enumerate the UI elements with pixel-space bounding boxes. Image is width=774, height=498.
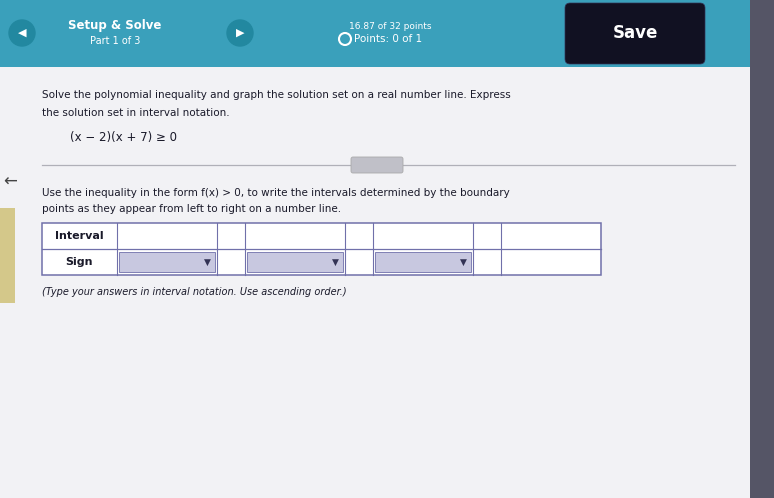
Text: Interval: Interval [55, 231, 103, 241]
FancyBboxPatch shape [565, 3, 705, 64]
Text: Part 1 of 3: Part 1 of 3 [90, 36, 140, 46]
Bar [42, 223, 601, 275]
Bar [247, 252, 343, 272]
Bar [375, 252, 471, 272]
Text: the solution set in interval notation.: the solution set in interval notation. [42, 108, 230, 118]
Text: ▼: ▼ [331, 257, 338, 266]
Text: Points: 0 of 1: Points: 0 of 1 [354, 34, 422, 44]
Text: Sign: Sign [65, 257, 93, 267]
Text: Solve the polynomial inequality and graph the solution set on a real number line: Solve the polynomial inequality and grap… [42, 90, 511, 100]
Bar [750, 0, 774, 498]
Text: (Type your answers in interval notation. Use ascending order.): (Type your answers in interval notation.… [42, 287, 347, 297]
Text: ←: ← [3, 173, 17, 191]
Circle shape [339, 33, 351, 45]
Circle shape [227, 20, 253, 46]
Text: ▶: ▶ [236, 28, 245, 38]
FancyBboxPatch shape [351, 157, 403, 173]
Text: (x − 2)(x + 7) ≥ 0: (x − 2)(x + 7) ≥ 0 [70, 130, 177, 143]
Circle shape [9, 20, 35, 46]
Bar [0, 67, 750, 498]
Text: Use the inequality in the form f(x) > 0, to write the intervals determined by th: Use the inequality in the form f(x) > 0,… [42, 188, 510, 198]
Bar [119, 252, 215, 272]
Bar [0, 208, 15, 303]
Text: 16.87 of 32 points: 16.87 of 32 points [349, 21, 431, 30]
Text: ◀: ◀ [18, 28, 26, 38]
Text: Save: Save [612, 24, 658, 42]
Text: points as they appear from left to right on a number line.: points as they appear from left to right… [42, 204, 341, 214]
Text: ▼: ▼ [460, 257, 467, 266]
Bar [0, 0, 774, 67]
Text: Setup & Solve: Setup & Solve [68, 18, 162, 31]
Text: ▼: ▼ [204, 257, 211, 266]
